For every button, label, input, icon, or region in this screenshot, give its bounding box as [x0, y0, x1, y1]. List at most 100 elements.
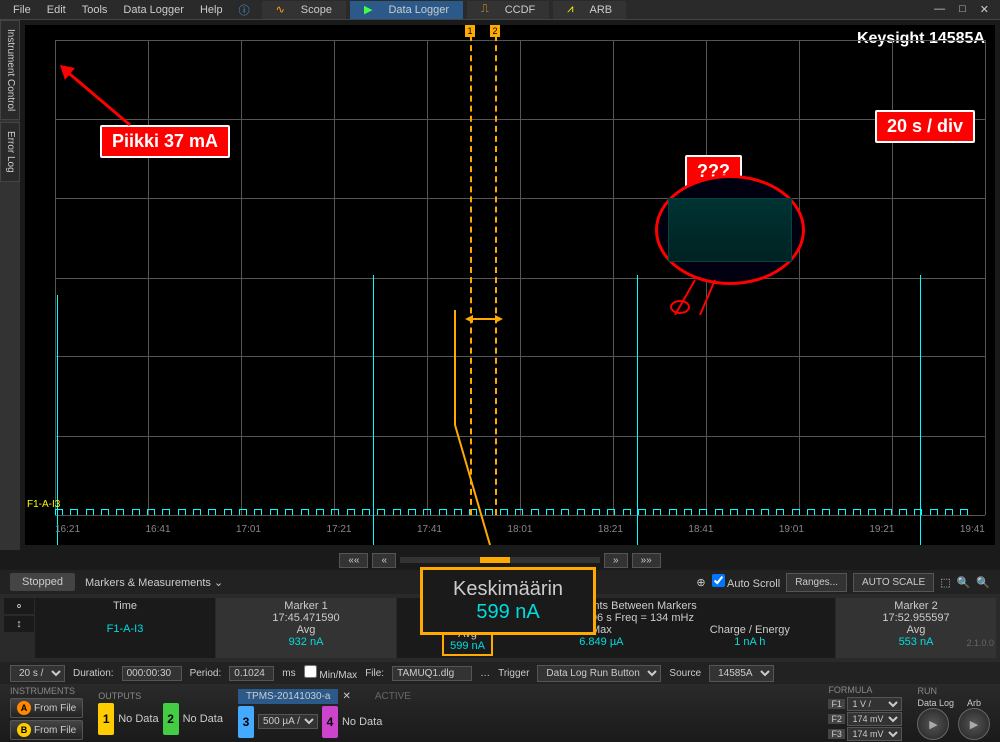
- source-select[interactable]: 14585A: [709, 665, 774, 682]
- close-icon[interactable]: ✕: [974, 3, 995, 16]
- add-icon[interactable]: ⊕: [696, 576, 705, 589]
- menu-edit[interactable]: Edit: [39, 4, 74, 16]
- marker-1-line[interactable]: [470, 25, 472, 515]
- meas-charge-val: 1 nA h: [710, 636, 790, 648]
- playback-prev[interactable]: «: [372, 553, 396, 568]
- tab-scope[interactable]: ∿ Scope: [262, 1, 346, 19]
- marker-span-arrow: [465, 313, 503, 325]
- output-3[interactable]: 3: [238, 706, 254, 738]
- autoscale-button[interactable]: AUTO SCALE: [853, 573, 934, 592]
- menubar: File Edit Tools Data Logger Help ⓘ ∿ Sco…: [0, 0, 1000, 20]
- meas-avg-val: 599 nA: [450, 640, 485, 652]
- controls-row: 20 s / Duration: Period: ms Min/Max File…: [0, 662, 1000, 684]
- arrow-peak: [55, 60, 135, 130]
- marker-2-flag[interactable]: 2: [490, 25, 500, 37]
- formula-label: FORMULA: [828, 685, 902, 695]
- zoom-circle: [655, 175, 805, 285]
- active-label: ACTIVE: [375, 691, 411, 702]
- menu-tools[interactable]: Tools: [74, 4, 116, 16]
- file-input[interactable]: [392, 666, 472, 681]
- meas-channel: F1-A-I3: [37, 623, 213, 635]
- menu-file[interactable]: File: [5, 4, 39, 16]
- period-input[interactable]: [229, 666, 274, 681]
- meas-m1-val: 932 nA: [218, 636, 394, 648]
- meas-tool-2[interactable]: ↕: [4, 616, 34, 632]
- duration-label: Duration:: [73, 668, 114, 679]
- rate-select[interactable]: 20 s /: [10, 665, 65, 682]
- meas-charge-title: Charge / Energy: [710, 624, 790, 636]
- meas-m2-time: 17:52.955597: [838, 612, 994, 624]
- zoom-icon[interactable]: 🔍: [957, 576, 971, 589]
- playback-last[interactable]: »»: [632, 553, 661, 568]
- meas-time-label: Time: [37, 600, 213, 612]
- callout-title: Keskimäärin: [453, 578, 563, 601]
- channel-label: F1-A-I3: [27, 499, 60, 510]
- meas-max-val: 6.849 µA: [579, 636, 623, 648]
- search-icon[interactable]: 🔍: [976, 576, 990, 589]
- meas-m2-avg: Avg: [838, 624, 994, 636]
- tab-close-icon[interactable]: ✕: [342, 691, 350, 702]
- trigger-label: Trigger: [498, 668, 529, 679]
- tool-icon-1[interactable]: ⬚: [940, 576, 950, 589]
- instrument-b[interactable]: BFrom File: [10, 720, 83, 740]
- trigger-select[interactable]: Data Log Run Button: [537, 665, 661, 682]
- tab-arb[interactable]: ⩘ ARB: [553, 1, 626, 19]
- instrument-a[interactable]: AFrom File: [10, 698, 83, 718]
- outputs-label: OUTPUTS: [98, 691, 223, 701]
- tab-datalogger[interactable]: ▶ Data Logger: [350, 1, 463, 19]
- time-axis: 16:2116:4117:0117:2117:4118:0118:2118:41…: [55, 524, 985, 535]
- output-4[interactable]: 4: [322, 706, 338, 738]
- side-tabs: Instrument Control Error Log: [0, 20, 20, 550]
- minmax-checkbox[interactable]: Min/Max: [304, 665, 358, 681]
- plot-area[interactable]: Keysight 14585A 1 2 F1-A-I3 16:2116:4117…: [25, 25, 995, 545]
- duration-input[interactable]: [122, 666, 182, 681]
- arb-label: Arb: [958, 698, 990, 708]
- maximize-icon[interactable]: □: [953, 3, 972, 16]
- tab-ccdf[interactable]: ⎍ CCDF: [467, 1, 549, 19]
- ranges-button[interactable]: Ranges...: [786, 573, 847, 592]
- info-icon[interactable]: ⓘ: [231, 2, 258, 18]
- playback-scrubber[interactable]: [400, 557, 600, 563]
- minimize-icon[interactable]: —: [928, 3, 951, 16]
- meas-m1-title: Marker 1: [218, 600, 394, 612]
- formula-f2[interactable]: F2 174 mV /: [828, 712, 902, 726]
- menu-datalogger[interactable]: Data Logger: [115, 4, 192, 16]
- source-label: Source: [669, 668, 701, 679]
- playback-first[interactable]: ««: [339, 553, 368, 568]
- annotation-timediv: 20 s / div: [875, 110, 975, 143]
- period-label: Period:: [190, 668, 222, 679]
- output-3-range[interactable]: 500 µA /: [258, 714, 318, 729]
- formula-f3[interactable]: F3 174 mV /: [828, 727, 902, 741]
- meas-m2-title: Marker 2: [838, 600, 994, 612]
- instruments-label: INSTRUMENTS: [10, 686, 83, 696]
- file-label: File:: [365, 668, 384, 679]
- datalog-label: Data Log: [917, 698, 954, 708]
- arb-play-button[interactable]: ▶: [958, 708, 990, 740]
- playback-next[interactable]: »: [604, 553, 628, 568]
- bottom-panel: INSTRUMENTS AFrom File BFrom File OUTPUT…: [0, 684, 1000, 742]
- plot-grid: [55, 40, 985, 515]
- marker-1-flag[interactable]: 1: [465, 25, 475, 37]
- run-label: RUN: [917, 686, 990, 696]
- output-1[interactable]: 1: [98, 703, 114, 735]
- callout-avg: Keskimäärin 599 nA: [420, 567, 596, 635]
- markers-dropdown[interactable]: Markers & Measurements ⌄: [85, 576, 223, 589]
- ms-label: ms: [282, 668, 295, 679]
- meas-tool-1[interactable]: ⚬: [4, 598, 34, 614]
- output-2-data: No Data: [183, 713, 223, 725]
- datalog-play-button[interactable]: ▶: [917, 708, 949, 740]
- autoscroll-checkbox[interactable]: Auto Scroll: [712, 574, 781, 590]
- output-4-data: No Data: [342, 716, 382, 728]
- meas-m1-time: 17:45.471590: [218, 612, 394, 624]
- meas-m1-avg: Avg: [218, 624, 394, 636]
- bottom-tab[interactable]: TPMS-20141030-a: [238, 689, 339, 704]
- formula-f1[interactable]: F1 1 V /: [828, 697, 902, 711]
- zoom-source: [670, 300, 690, 314]
- sidetab-errorlog[interactable]: Error Log: [0, 122, 20, 182]
- marker-2-line[interactable]: [495, 25, 497, 515]
- status-stopped: Stopped: [10, 573, 75, 591]
- output-2[interactable]: 2: [163, 703, 179, 735]
- file-browse-icon[interactable]: …: [480, 668, 490, 679]
- sidetab-instrument[interactable]: Instrument Control: [0, 20, 20, 120]
- menu-help[interactable]: Help: [192, 4, 231, 16]
